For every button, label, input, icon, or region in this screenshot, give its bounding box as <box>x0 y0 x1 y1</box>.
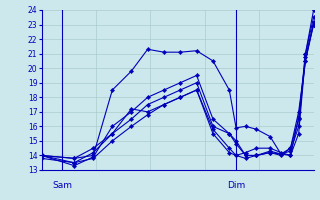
Text: Sam: Sam <box>52 181 72 190</box>
Text: Dim: Dim <box>227 181 245 190</box>
